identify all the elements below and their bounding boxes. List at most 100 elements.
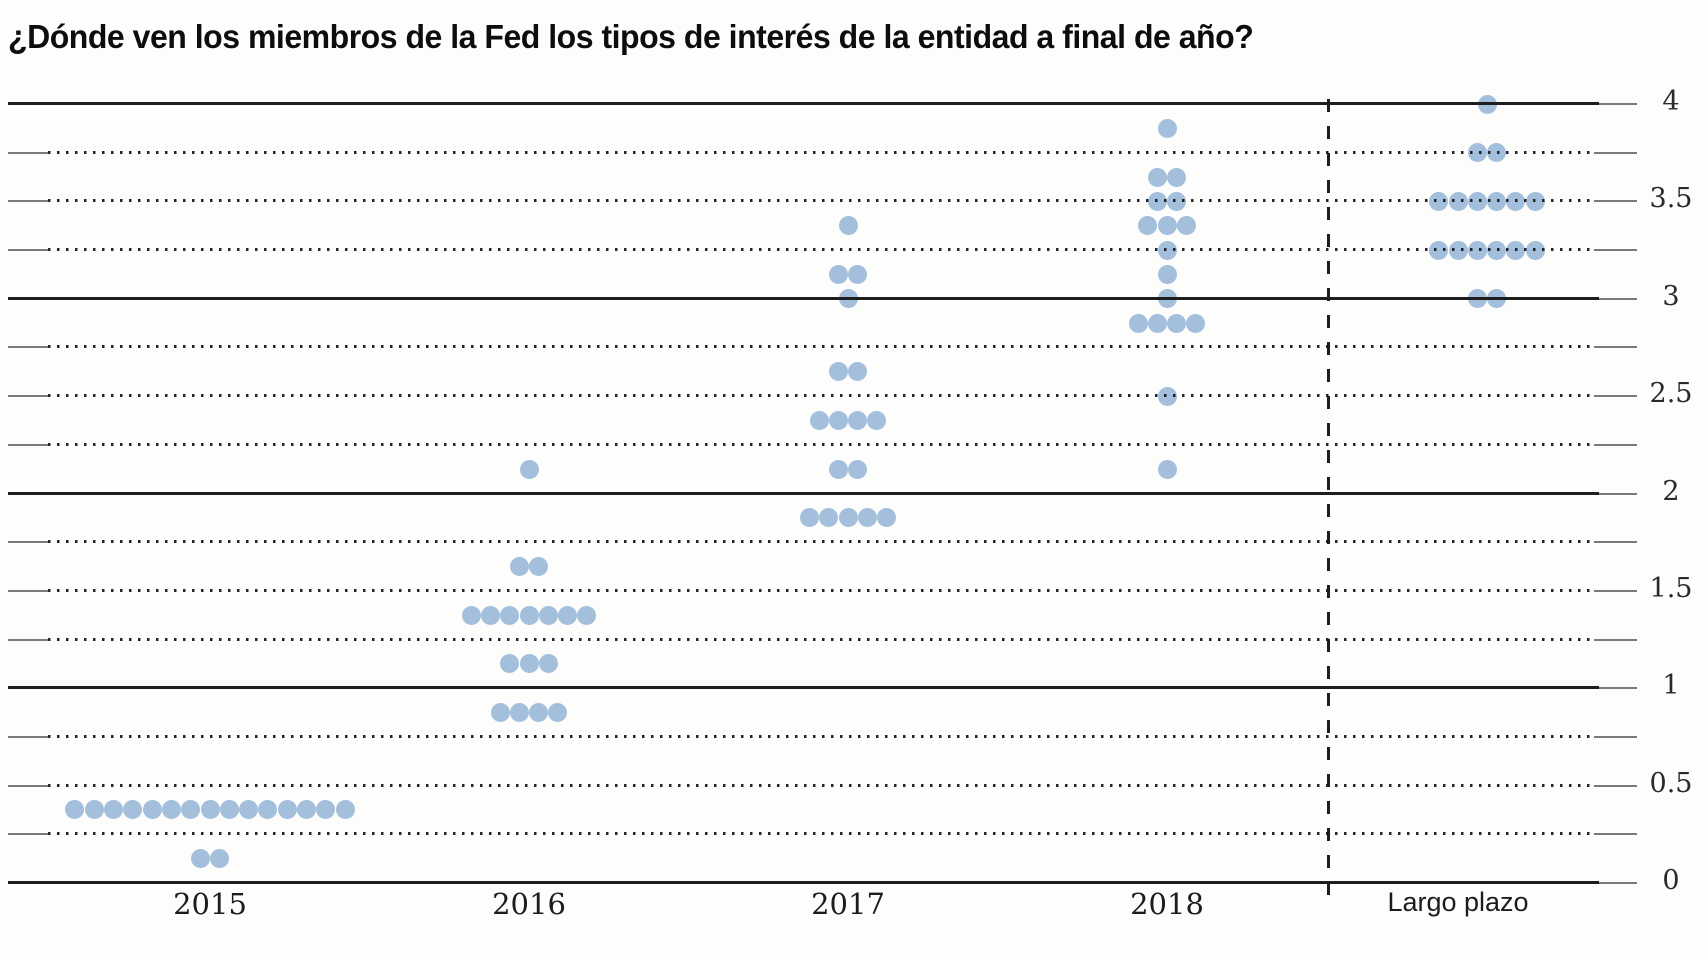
gridline-dotted (48, 150, 1594, 154)
x-axis-category-label: 2016 (492, 887, 566, 921)
gridline-dotted (48, 588, 1594, 592)
projection-dot (480, 605, 500, 625)
gridline-tail (1594, 638, 1637, 641)
gridline-dotted (48, 199, 1594, 203)
gridline-dotted (48, 832, 1594, 836)
gridline-lead (8, 200, 48, 203)
gridline-lead (8, 346, 48, 349)
projection-dot (867, 410, 887, 430)
gridline-dotted (48, 345, 1594, 349)
y-axis-tick-label: 4 (1662, 86, 1680, 117)
gridline-lead (8, 395, 48, 398)
y-axis-tick-label: 1 (1662, 670, 1680, 702)
projection-dot (461, 605, 481, 625)
projection-dot (838, 508, 858, 528)
gridline-lead (8, 443, 48, 446)
projection-dot (1167, 313, 1187, 333)
gridline-tail (1594, 346, 1637, 349)
projection-dot (1176, 216, 1196, 236)
projection-dot (258, 800, 278, 820)
projection-dot (848, 459, 868, 479)
gridline-solid (8, 881, 1599, 884)
projection-dot (558, 605, 578, 625)
projection-dot (1157, 264, 1177, 284)
gridline-lead (8, 638, 48, 641)
y-axis-tick-label: 2.5 (1649, 378, 1693, 410)
projection-dot (219, 800, 239, 820)
long-run-separator-line (1327, 99, 1330, 897)
projection-dot (500, 654, 520, 674)
projection-dot (848, 410, 868, 430)
gridline-dotted (48, 248, 1594, 252)
projection-dot (297, 800, 316, 820)
gridline-dotted (48, 637, 1594, 641)
gridline-dotted (48, 734, 1594, 738)
gridline-dotted (48, 394, 1594, 398)
y-axis-tick-label: 3 (1662, 280, 1680, 312)
gridline-tail (1594, 249, 1637, 252)
projection-dot (1157, 216, 1177, 236)
projection-dot (1167, 167, 1187, 187)
gridline-tail (1594, 200, 1637, 203)
projection-dot (577, 605, 597, 625)
y-axis-tick-label: 2 (1662, 475, 1680, 507)
projection-dot (239, 800, 259, 820)
gridline-tail (1599, 882, 1637, 884)
gridline-lead (8, 589, 48, 592)
projection-dot (877, 508, 897, 528)
gridline-lead (8, 735, 48, 738)
gridline-solid (8, 296, 1599, 300)
gridline-solid (8, 491, 1599, 495)
projection-dot (519, 459, 539, 479)
y-axis-tick-label: 0 (1662, 865, 1680, 896)
y-axis-tick-label: 1.5 (1649, 572, 1693, 604)
projection-dot (799, 508, 819, 528)
projection-dot (1186, 313, 1206, 333)
gridline-tail (1594, 784, 1637, 787)
x-axis-category-label: 2017 (811, 887, 885, 921)
gridline-dotted (48, 540, 1594, 544)
gridline-tail (1594, 589, 1637, 592)
projection-dot (84, 800, 104, 820)
projection-dot (277, 800, 297, 820)
projection-dot (210, 849, 230, 869)
projection-dot (529, 557, 549, 577)
gridline-tail (1599, 297, 1637, 300)
projection-dot (838, 216, 858, 236)
projection-dot (509, 557, 529, 577)
projection-dot (123, 800, 143, 820)
gridline-lead (8, 541, 48, 544)
gridline-lead (8, 151, 48, 154)
projection-dot (519, 605, 539, 625)
projection-dot (828, 459, 848, 479)
projection-dot (104, 800, 123, 820)
projection-dot (848, 264, 868, 284)
gridline-dotted (48, 783, 1594, 787)
projection-dot (1157, 459, 1177, 479)
gridline-lead (8, 784, 48, 787)
gridline-solid (8, 102, 1599, 105)
projection-dot (519, 654, 539, 674)
projection-dot (548, 703, 568, 723)
projection-dot (190, 849, 210, 869)
projection-dot (509, 703, 529, 723)
projection-dot (500, 605, 520, 625)
chart-title: ¿Dónde ven los miembros de la Fed los ti… (8, 18, 1254, 55)
projection-dot (819, 508, 839, 528)
projection-dot (809, 410, 829, 430)
x-axis-category-label: 2018 (1130, 887, 1204, 921)
projection-dot (529, 703, 549, 723)
projection-dot (1147, 167, 1167, 187)
projection-dot (1157, 118, 1177, 138)
gridline-lead (8, 833, 48, 836)
projection-dot (65, 800, 85, 820)
x-axis-category-label: Largo plazo (1387, 887, 1529, 917)
gridline-solid (8, 686, 1599, 690)
x-axis-category-label: 2015 (173, 887, 247, 921)
gridline-tail (1594, 735, 1637, 738)
gridline-dotted (48, 442, 1594, 446)
y-axis-tick-label: 3.5 (1649, 183, 1693, 215)
projection-dot (1138, 216, 1158, 236)
